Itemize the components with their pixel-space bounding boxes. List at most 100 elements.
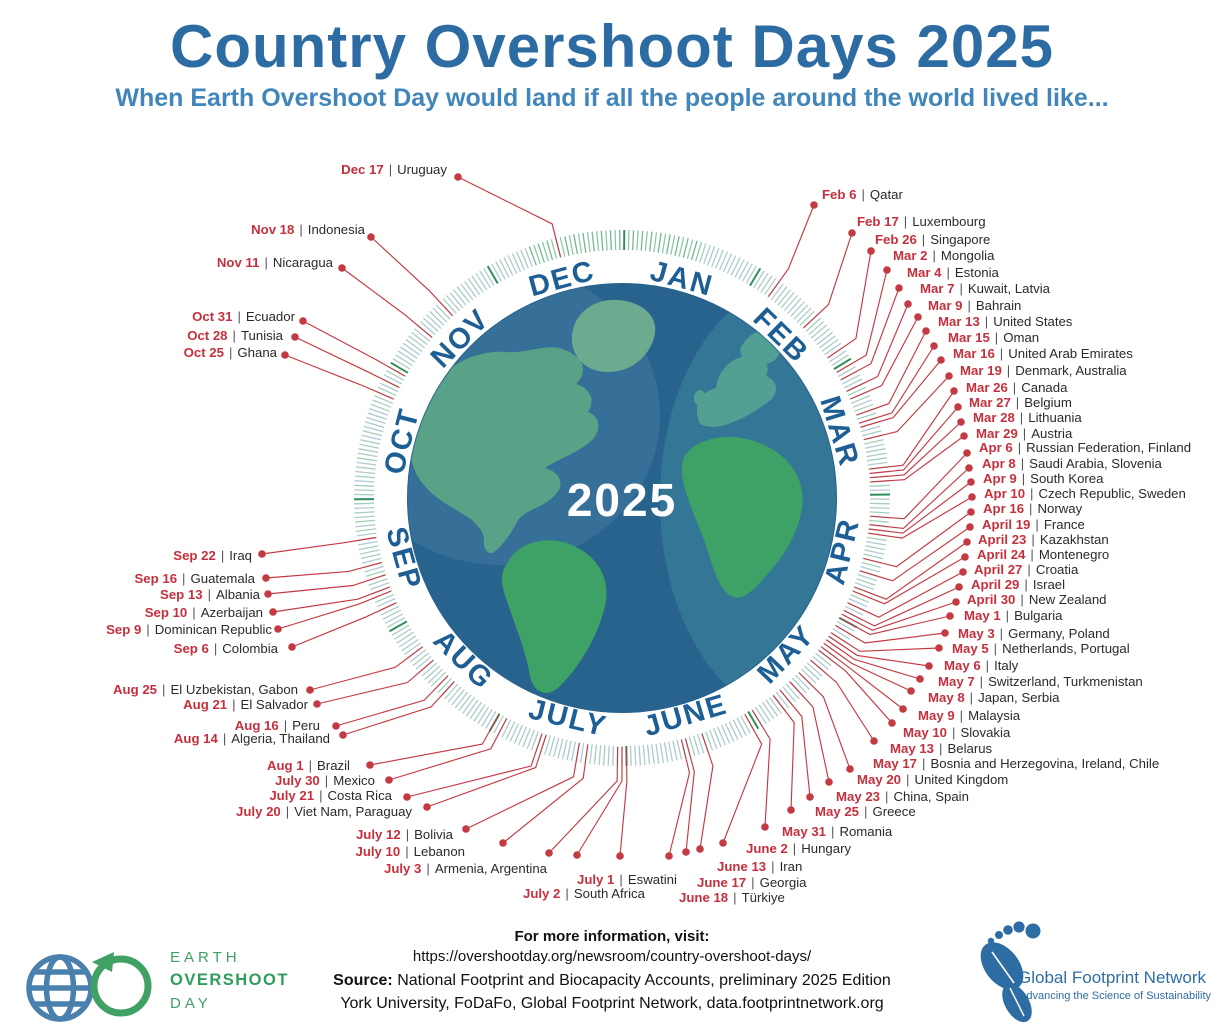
day-tick bbox=[780, 292, 795, 309]
country-label: Sep 6 | Colombia bbox=[174, 641, 279, 656]
day-tick bbox=[548, 736, 556, 757]
country-names: Iran bbox=[780, 859, 803, 874]
overshoot-date: April 27 bbox=[974, 562, 1022, 577]
date-dot bbox=[696, 845, 704, 853]
day-tick bbox=[793, 304, 809, 320]
day-tick bbox=[367, 412, 388, 420]
day-tick bbox=[401, 638, 419, 652]
overshoot-date: Sep 16 bbox=[135, 571, 178, 586]
leader-line bbox=[261, 536, 377, 555]
country-label: Mar 13 | United States bbox=[938, 314, 1073, 329]
date-dot bbox=[761, 823, 769, 831]
country-label: May 1 | Bulgaria bbox=[964, 608, 1063, 623]
day-tick bbox=[711, 247, 720, 268]
eod-logo-earth: EARTH bbox=[170, 949, 241, 966]
day-tick bbox=[477, 706, 490, 725]
day-tick bbox=[833, 357, 852, 370]
country-label: Mar 26 | Canada bbox=[966, 380, 1068, 395]
pipe-separator: | bbox=[1013, 380, 1016, 395]
day-tick bbox=[869, 489, 890, 492]
date-dot bbox=[262, 574, 270, 582]
overshoot-date: Apr 9 bbox=[983, 471, 1017, 486]
day-tick bbox=[465, 699, 479, 717]
pipe-separator: | bbox=[1016, 395, 1019, 410]
day-tick bbox=[379, 382, 399, 393]
day-tick bbox=[471, 275, 484, 293]
leader-line bbox=[818, 649, 893, 724]
day-tick bbox=[598, 745, 602, 766]
day-tick bbox=[682, 238, 689, 258]
leader-line bbox=[846, 303, 909, 392]
day-tick bbox=[686, 239, 694, 259]
overshoot-date: May 17 bbox=[873, 756, 917, 771]
country-names: Oman bbox=[1003, 330, 1039, 345]
date-dot bbox=[403, 793, 411, 801]
day-tick bbox=[568, 235, 574, 255]
overshoot-date: April 30 bbox=[967, 592, 1015, 607]
day-tick bbox=[404, 642, 422, 656]
day-tick bbox=[369, 582, 390, 591]
overshoot-date: June 17 bbox=[697, 875, 746, 890]
country-names: Malaysia bbox=[968, 708, 1021, 723]
day-tick bbox=[795, 674, 810, 690]
country-names: United Kingdom bbox=[914, 772, 1008, 787]
day-tick bbox=[384, 613, 404, 624]
day-tick bbox=[393, 628, 412, 640]
day-tick bbox=[458, 694, 472, 712]
overshoot-date: Mar 15 bbox=[948, 330, 990, 345]
day-tick bbox=[445, 295, 460, 312]
country-label: May 3 | Germany, Poland bbox=[958, 626, 1110, 641]
pipe-separator: | bbox=[389, 162, 392, 177]
leader-line bbox=[870, 435, 965, 483]
date-dot bbox=[423, 803, 431, 811]
pipe-separator: | bbox=[1021, 456, 1024, 471]
continent-africa bbox=[681, 437, 803, 598]
pipe-separator: | bbox=[319, 788, 322, 803]
date-dot bbox=[665, 852, 673, 860]
country-label: Mar 19 | Denmark, Australia bbox=[960, 363, 1127, 378]
pipe-separator: | bbox=[1024, 577, 1027, 592]
day-tick bbox=[577, 233, 583, 254]
day-tick bbox=[363, 425, 384, 433]
leader-line bbox=[828, 635, 930, 667]
leader-line bbox=[863, 511, 972, 568]
day-tick bbox=[395, 354, 413, 367]
leader-line bbox=[388, 718, 508, 781]
day-tick bbox=[355, 466, 376, 470]
date-dot bbox=[961, 553, 969, 561]
overshoot-date: May 10 bbox=[903, 725, 947, 740]
date-dot bbox=[922, 327, 930, 335]
day-tick bbox=[824, 342, 842, 356]
country-names: Tunisia bbox=[241, 328, 284, 343]
day-tick bbox=[413, 328, 431, 342]
leader-line bbox=[722, 714, 763, 844]
day-tick bbox=[356, 532, 377, 537]
day-tick bbox=[753, 270, 765, 289]
country-label: July 20 | Viet Nam, Paraguay bbox=[236, 804, 412, 819]
overshoot-date: Mar 2 bbox=[893, 248, 927, 263]
day-tick bbox=[861, 430, 882, 437]
date-dot bbox=[846, 765, 854, 773]
overshoot-date: May 5 bbox=[952, 641, 989, 656]
continent-north-america bbox=[409, 347, 599, 554]
date-dot bbox=[385, 776, 393, 784]
day-tick bbox=[382, 609, 402, 620]
date-dot bbox=[291, 333, 299, 341]
day-tick bbox=[593, 744, 598, 765]
country-label: Oct 25 | Ghana bbox=[184, 345, 278, 360]
day-tick bbox=[734, 259, 745, 278]
leader-line bbox=[854, 541, 968, 600]
day-tick bbox=[396, 631, 414, 644]
leader-line bbox=[548, 746, 619, 854]
day-tick bbox=[359, 443, 380, 449]
pipe-separator: | bbox=[771, 859, 774, 874]
day-tick bbox=[864, 443, 885, 449]
eod-logo-day: DAY bbox=[170, 995, 212, 1012]
day-tick bbox=[848, 597, 868, 608]
pipe-separator: | bbox=[1000, 346, 1003, 361]
day-tick bbox=[402, 342, 420, 356]
country-names: Eswatini bbox=[628, 872, 677, 887]
country-names: Israel bbox=[1033, 577, 1065, 592]
pipe-separator: | bbox=[1035, 517, 1038, 532]
date-dot bbox=[955, 583, 963, 591]
